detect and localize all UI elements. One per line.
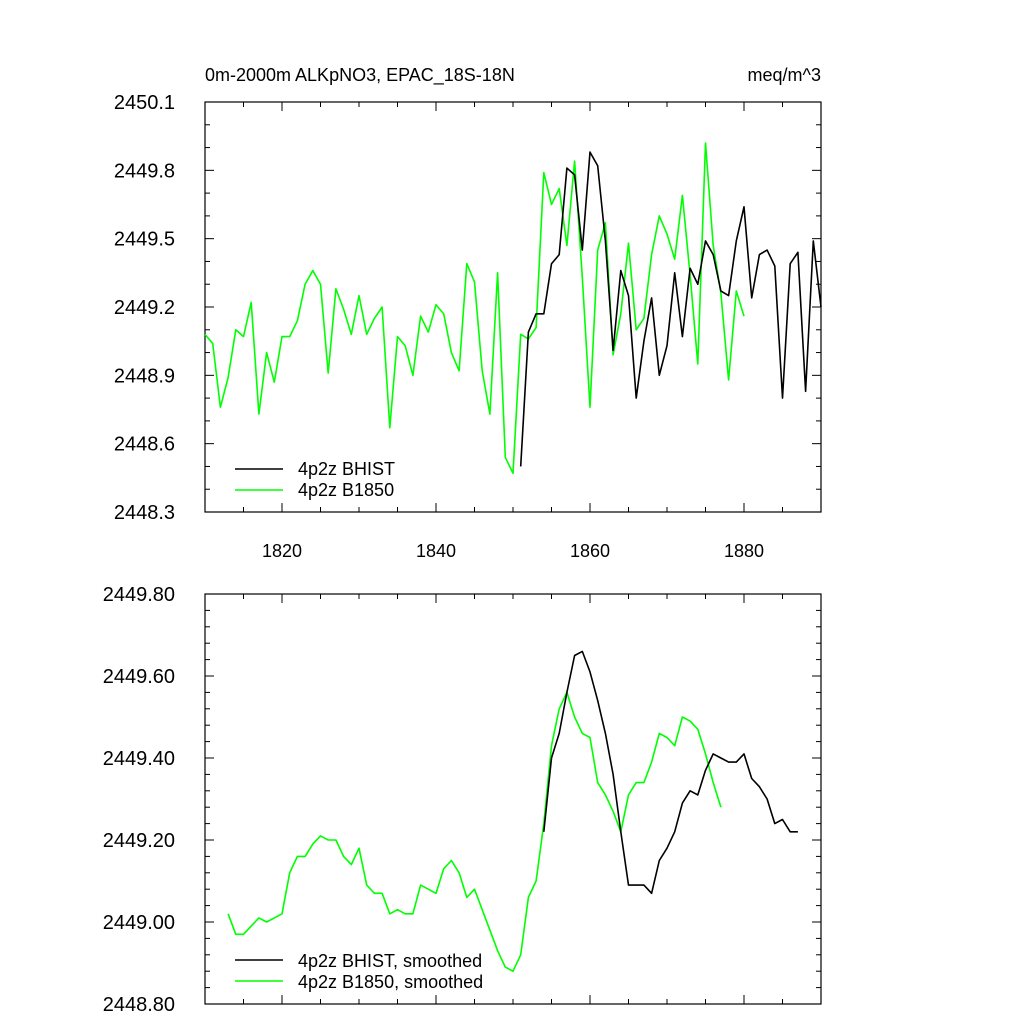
legend-label-bhist: 4p2z BHIST — [298, 459, 395, 479]
y-tick-label: 2449.2 — [114, 297, 175, 319]
x-tick-label: 1860 — [570, 541, 610, 561]
series-line-b1850-smoothed — [227, 691, 722, 973]
y-tick-label: 2448.80 — [103, 994, 175, 1016]
y-tick-label: 2448.3 — [114, 502, 175, 524]
x-tick-label: 1880 — [724, 541, 764, 561]
series-group-top — [204, 142, 822, 475]
series-line-b1850 — [204, 142, 745, 475]
plot-frame-top — [204, 101, 822, 513]
legend-top: 4p2z BHIST 4p2z B1850 — [235, 459, 395, 500]
x-tick-label: 1820 — [262, 541, 302, 561]
y-tick-label: 2450.1 — [114, 92, 175, 114]
bottom-panel: 2448.80 2449.00 2449.20 2449.40 2449.60 2449.… — [103, 584, 822, 1016]
y-tick-label: 2448.6 — [114, 434, 175, 456]
axis-ticks-top: 1820 1840 1860 1880 2448.3 2448.6 2448.9 2449.2… — [114, 92, 822, 561]
y-tick-label: 2449.80 — [103, 584, 175, 606]
y-tick-label: 2449.60 — [103, 666, 175, 688]
top-panel: 0m-2000m ALKpNO3, EPAC_18S-18N meq/m^3 1… — [114, 65, 822, 561]
units-label: meq/m^3 — [748, 65, 821, 85]
y-tick-label: 2449.00 — [103, 912, 175, 934]
plot-frame-bottom — [204, 593, 822, 1005]
y-tick-label: 2449.20 — [103, 830, 175, 852]
legend-bottom: 4p2z BHIST, smoothed 4p2z B1850, smoothe… — [235, 951, 483, 992]
legend-label-bhist-smoothed: 4p2z BHIST, smoothed — [298, 951, 482, 971]
y-tick-label: 2449.5 — [114, 229, 175, 251]
series-line-bhist — [519, 151, 822, 467]
y-tick-label: 2448.9 — [114, 365, 175, 387]
series-line-bhist-smoothed — [543, 650, 798, 895]
y-tick-label: 2449.40 — [103, 748, 175, 770]
chart-title: 0m-2000m ALKpNO3, EPAC_18S-18N — [205, 65, 515, 86]
legend-label-b1850-smoothed: 4p2z B1850, smoothed — [298, 972, 483, 992]
series-group-bottom — [227, 650, 798, 973]
x-tick-label: 1840 — [416, 541, 456, 561]
axis-ticks-bottom: 2448.80 2449.00 2449.20 2449.40 2449.60 2449.… — [103, 584, 822, 1016]
legend-label-b1850: 4p2z B1850 — [298, 480, 394, 500]
y-tick-label: 2449.8 — [114, 160, 175, 182]
